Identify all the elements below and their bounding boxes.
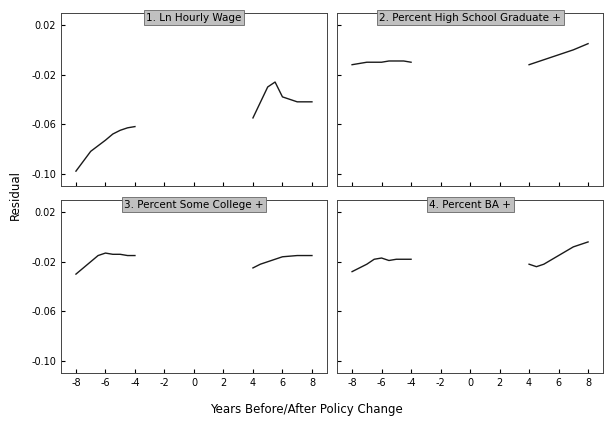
Text: Residual: Residual [9,170,22,220]
Text: 3. Percent Some College +: 3. Percent Some College + [124,200,264,210]
Text: 2. Percent High School Graduate +: 2. Percent High School Graduate + [379,13,561,23]
Text: 1. Ln Hourly Wage: 1. Ln Hourly Wage [146,13,242,23]
Text: 4. Percent BA +: 4. Percent BA + [429,200,511,210]
Text: Years Before/After Policy Change: Years Before/After Policy Change [210,402,402,416]
